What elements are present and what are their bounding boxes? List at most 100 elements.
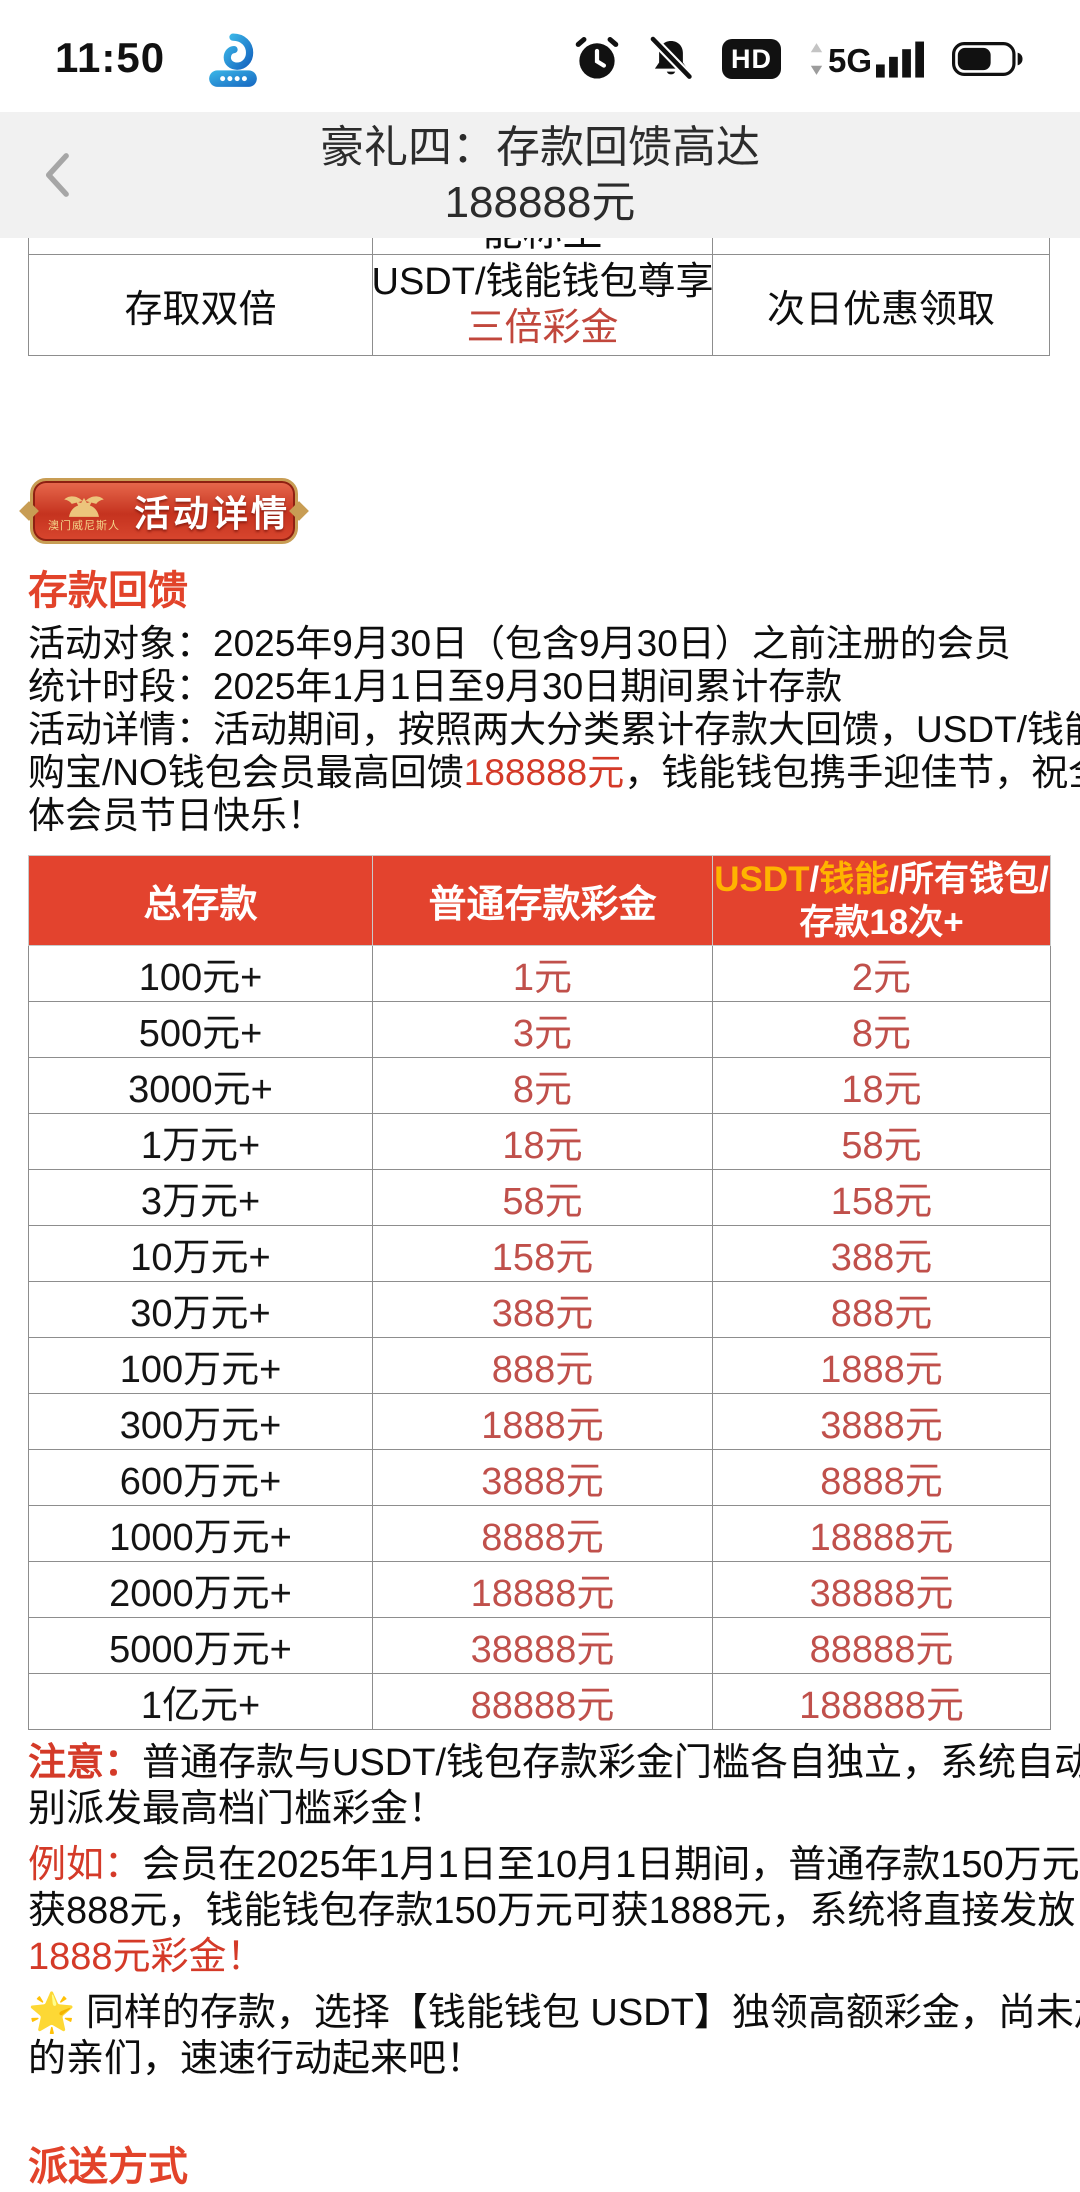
attention-note: 注意：普通存款与USDT/钱包存款彩金门槛各自独立，系统自动识 别派发最高档门槛彩… bbox=[28, 1740, 1080, 1832]
deposit-table-row: 30万元+ 388元 888元 bbox=[28, 1281, 1051, 1338]
deposit-table-header-row: 总存款 普通存款彩金 USDT/钱能/所有钱包/存款18次+ bbox=[28, 855, 1051, 946]
updown-arrows-icon bbox=[810, 43, 823, 75]
deposit-tier-cell: 600万元+ bbox=[28, 1449, 373, 1506]
bonus-amount-cell: 8元 bbox=[372, 1057, 713, 1114]
bonus-amount-cell: 38888元 bbox=[712, 1561, 1051, 1618]
brand-name: 澳门威尼斯人 bbox=[47, 520, 120, 532]
deposit-table-row: 500元+ 3元 8元 bbox=[28, 1001, 1051, 1058]
example-note: 例如：会员在2025年1月1日至10月1日期间，普通存款150万元可 获888元，… bbox=[28, 1842, 1080, 1980]
deposit-tier-cell: 1亿元+ bbox=[28, 1673, 373, 1730]
text-segment: USDT/钱能钱包尊享 bbox=[371, 261, 714, 303]
page-title-line-2: 188888元 bbox=[444, 178, 636, 227]
text-line: 例如：会员在2025年1月1日至10月1日期间，普通存款150万元可 bbox=[28, 1842, 1080, 1888]
deposit-tier-cell: 2000万元+ bbox=[28, 1561, 373, 1618]
bonus-amount-cell: 18元 bbox=[372, 1113, 713, 1170]
section-heading-delivery: 派送方式 bbox=[28, 2145, 188, 2189]
back-button[interactable] bbox=[42, 149, 72, 201]
bonus-amount-cell: 3元 bbox=[372, 1001, 713, 1058]
bonus-amount-cell: 18888元 bbox=[712, 1505, 1051, 1562]
deposit-tier-cell: 300万元+ bbox=[28, 1393, 373, 1450]
deposit-table-row: 5000万元+ 38888元 88888元 bbox=[28, 1617, 1051, 1674]
text-line: 别派发最高档门槛彩金！ bbox=[28, 1786, 1052, 1832]
text-segment: 188888元 bbox=[463, 752, 625, 793]
status-icons: HD 5G bbox=[574, 36, 1024, 82]
text-line: 体会员节日快乐！ bbox=[28, 794, 1052, 837]
bonus-amount-cell: 18888元 bbox=[372, 1561, 713, 1618]
text-segment: 钱能 bbox=[819, 859, 890, 899]
text-segment: 活动详情：活动期间，按照两大分类累计存款大回馈，USDT/钱能/ bbox=[28, 709, 1080, 750]
deposit-table-row: 600万元+ 3888元 8888元 bbox=[28, 1449, 1051, 1506]
text-segment: 活动对象：2025年9月30日（包含9月30日）之前注册的会员 bbox=[28, 623, 1011, 664]
deposit-table-row: 1亿元+ 88888元 188888元 bbox=[28, 1673, 1051, 1730]
text-segment: 1888元彩金！ bbox=[28, 1936, 265, 1978]
page-title-line-1: 豪礼四：存款回馈高达 bbox=[320, 123, 760, 172]
text-line: 活动对象：2025年9月30日（包含9月30日）之前注册的会员 bbox=[28, 622, 1052, 665]
hd-badge-icon: HD bbox=[721, 39, 781, 79]
bonus-amount-cell: 158元 bbox=[372, 1225, 713, 1282]
text-line: 🌟 同样的存款，选择【钱能钱包 USDT】独领高额彩金，尚未加入 bbox=[28, 1990, 1080, 2036]
alarm-clock-icon bbox=[574, 36, 620, 82]
section-heading-deposit-rebate: 存款回馈 bbox=[28, 569, 188, 613]
bonus-amount-cell: 1888元 bbox=[712, 1337, 1051, 1394]
deposit-tier-cell: 5000万元+ bbox=[28, 1617, 373, 1674]
text-line: 注意：普通存款与USDT/钱包存款彩金门槛各自独立，系统自动识 bbox=[28, 1740, 1080, 1786]
text-line: 三倍彩金 bbox=[466, 305, 618, 351]
deposit-tier-cell: 500元+ bbox=[28, 1001, 373, 1058]
text-segment: 体会员节日快乐！ bbox=[28, 795, 324, 836]
bonus-amount-cell: 1888元 bbox=[372, 1393, 713, 1450]
text-segment: 例如： bbox=[28, 1844, 143, 1886]
text-segment: / bbox=[809, 859, 820, 899]
deposit-table-row: 10万元+ 158元 388元 bbox=[28, 1225, 1051, 1282]
header-usdt-wallet-bonus: USDT/钱能/所有钱包/存款18次+ bbox=[712, 855, 1051, 946]
badge-label: 活动详情 bbox=[133, 493, 290, 534]
brand-emblem: 澳门威尼斯人 bbox=[38, 490, 130, 532]
winged-lion-icon bbox=[64, 496, 104, 517]
battery-icon bbox=[952, 41, 1024, 77]
deposit-tier-cell: 30万元+ bbox=[28, 1281, 373, 1338]
deposit-tier-cell: 3000元+ bbox=[28, 1057, 373, 1114]
deposit-rebate-table: 总存款 普通存款彩金 USDT/钱能/所有钱包/存款18次+ 100元+ 1元 2元… bbox=[28, 855, 1051, 1730]
text-line: USDT/钱能/所有钱包/ bbox=[713, 858, 1050, 901]
bonus-amount-cell: 2元 bbox=[712, 945, 1051, 1002]
text-segment: 存款18次+ bbox=[799, 902, 964, 942]
deposit-table-row: 3万元+ 58元 158元 bbox=[28, 1169, 1051, 1226]
text-segment: 🌟 同样的存款，选择【钱能钱包 USDT】独领高额彩金，尚未加入 bbox=[28, 1992, 1080, 2034]
teaser-cell-middle: USDT/钱能钱包尊享 三倍彩金 bbox=[371, 255, 714, 355]
clipped-cell: 能称王 bbox=[372, 238, 712, 254]
bonus-amount-cell: 888元 bbox=[372, 1337, 713, 1394]
bonus-amount-cell: 88888元 bbox=[372, 1673, 713, 1730]
text-line: 获888元，钱能钱包存款150万元可获1888元，系统将直接发放 bbox=[28, 1888, 1075, 1934]
text-segment: 普通存款与USDT/钱包存款彩金门槛各自独立，系统自动识 bbox=[142, 1742, 1080, 1784]
clipped-row: 能称王 bbox=[28, 238, 1050, 254]
bonus-amount-cell: 38888元 bbox=[372, 1617, 713, 1674]
text-segment: 的亲们，速速行动起来吧！ bbox=[28, 2038, 485, 2080]
deposit-table-body: 100元+ 1元 2元 500元+ 3元 8元 3000元+ 8元 18元 1万元+ 18元 58元 3… bbox=[28, 945, 1051, 1730]
5g-signal-icon: 5G bbox=[809, 40, 924, 78]
deposit-table-row: 2000万元+ 18888元 38888元 bbox=[28, 1561, 1051, 1618]
clipped-text-fragment: 能称王 bbox=[373, 238, 712, 253]
network-type-label: 5G bbox=[827, 42, 872, 79]
deposit-rebate-description: 活动对象：2025年9月30日（包含9月30日）之前注册的会员 统计时段：2025… bbox=[28, 622, 1080, 837]
text-segment: 会员在2025年1月1日至10月1日期间，普通存款150万元可 bbox=[142, 1844, 1080, 1886]
clipped-cell bbox=[712, 238, 1050, 254]
bell-muted-icon bbox=[648, 36, 694, 82]
bonus-amount-cell: 88888元 bbox=[712, 1617, 1051, 1674]
status-time: 11:50 bbox=[55, 34, 166, 81]
text-line: 的亲们，速速行动起来吧！ bbox=[28, 2036, 1052, 2082]
text-segment: USDT bbox=[714, 859, 810, 899]
clipped-cell bbox=[28, 238, 372, 254]
text-segment: 统计时段：2025年1月1日至9月30日期间累计存款 bbox=[28, 666, 843, 707]
deposit-tier-cell: 100元+ bbox=[28, 945, 373, 1002]
bonus-amount-cell: 3888元 bbox=[372, 1449, 713, 1506]
deposit-table-head: 总存款 普通存款彩金 USDT/钱能/所有钱包/存款18次+ bbox=[28, 855, 1051, 946]
bonus-amount-cell: 388元 bbox=[372, 1281, 713, 1338]
text-segment: 别派发最高档门槛彩金！ bbox=[28, 1788, 447, 1830]
text-segment: 获888元，钱能钱包存款150万元可获1888元，系统将直接发放 bbox=[28, 1890, 1076, 1932]
text-segment: 购宝/NO钱包会员最高回馈 bbox=[28, 752, 464, 793]
deposit-tier-cell: 1万元+ bbox=[28, 1113, 373, 1170]
text-line: 存款18次+ bbox=[713, 901, 1050, 944]
bonus-amount-cell: 58元 bbox=[372, 1169, 713, 1226]
header-total-deposit: 总存款 bbox=[28, 855, 373, 946]
bonus-amount-cell: 8888元 bbox=[372, 1505, 713, 1562]
